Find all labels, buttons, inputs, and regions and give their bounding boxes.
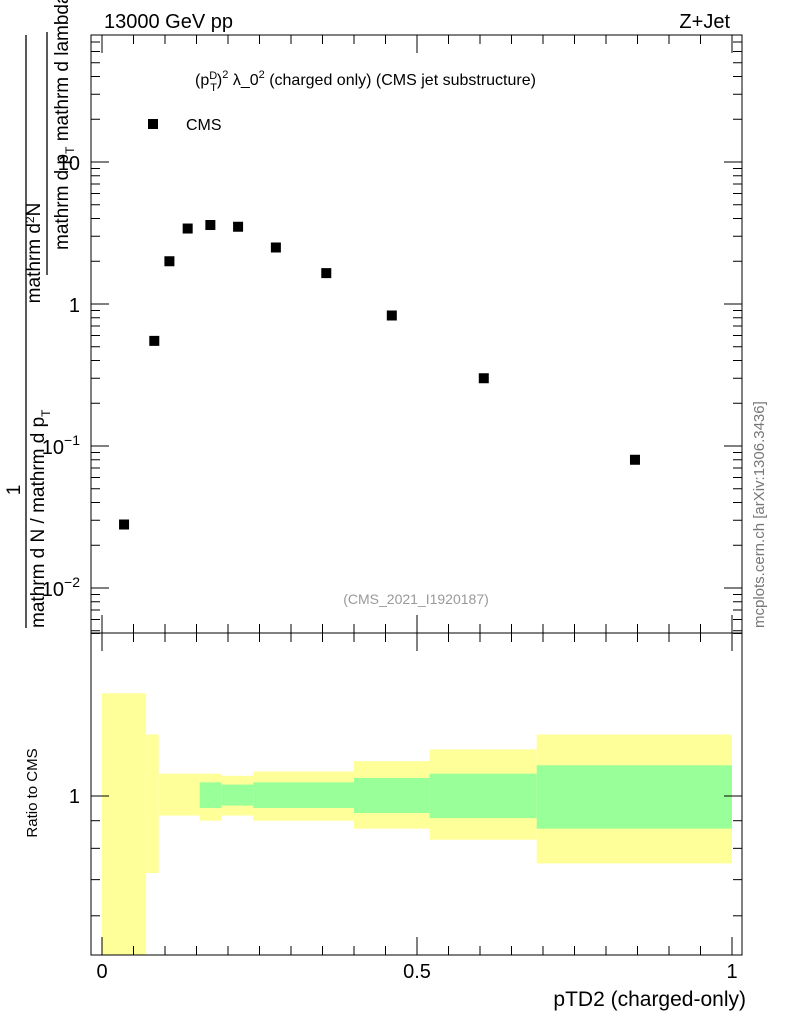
- ratio-axis-ticks: [91, 632, 742, 955]
- ratio-band-outer: [158, 773, 200, 816]
- main-axis-ticks: [91, 35, 742, 633]
- ratio-band-inner: [354, 777, 430, 814]
- data-point-cms: [119, 519, 130, 530]
- header-left: 13000 GeV pp: [104, 11, 233, 33]
- main-title: (pD T)2 λ_02 (charged only) (CMS jet subs…: [195, 69, 536, 94]
- main-y-tick-label: 10−2: [42, 574, 80, 601]
- watermark: mcplots.cern.ch [arXiv:1306.3436]: [751, 401, 768, 628]
- x-tick-labels: 0 0.5 1: [96, 961, 737, 983]
- ratio-band-inner: [221, 784, 254, 806]
- ratio-y-tick-label: 1: [69, 786, 80, 808]
- ratio-band-outer: [146, 734, 159, 874]
- ratio-bands: [102, 693, 732, 955]
- data-point-cms: [386, 310, 397, 321]
- main-y-tick-label: 1: [69, 295, 80, 317]
- ratio-y-axis-label: Ratio to CMS: [24, 748, 41, 837]
- header-right: Z+Jet: [679, 11, 730, 33]
- data-point-cms: [149, 335, 160, 346]
- x-axis-label: pTD2 (charged-only): [553, 988, 746, 1011]
- main-y-tick-label: 10−1: [42, 432, 80, 459]
- ylabel-bottom-denominator: mathrm d N / mathrm d pT: [28, 409, 53, 628]
- main-y-tick-labels: 10−2 10−1 1 10: [42, 153, 80, 601]
- ratio-band-inner: [253, 782, 354, 809]
- main-y-tick-label: 10: [58, 153, 80, 175]
- data-point-cms: [321, 268, 332, 279]
- x-tick-label: 1: [726, 961, 737, 983]
- main-data-points: [119, 220, 640, 530]
- ylabel-top-numerator: mathrm d2N: [23, 203, 45, 304]
- main-y-axis-label: mathrm d2N mathrm d pT mathrm d lambda 1…: [4, 0, 77, 628]
- ratio-band-outer: [102, 693, 147, 955]
- data-point-cms: [629, 454, 640, 465]
- ratio-band-inner: [536, 765, 732, 829]
- data-point-cms: [233, 221, 244, 232]
- ratio-y-tick-labels: 1: [69, 786, 80, 808]
- x-tick-label: 0.5: [403, 961, 431, 983]
- ratio-band-inner: [199, 782, 222, 809]
- ratio-band-inner: [429, 773, 537, 819]
- x-tick-label: 0: [96, 961, 107, 983]
- ylabel-one: 1: [4, 485, 25, 496]
- data-point-cms: [270, 242, 281, 253]
- data-point-cms: [182, 223, 193, 234]
- legend-marker-cms: [148, 119, 158, 129]
- ylabel-top-denominator: mathrm d pT mathrm d lambda: [52, 0, 77, 250]
- data-point-cms: [478, 373, 489, 384]
- data-point-cms: [205, 220, 216, 231]
- analysis-annotation: (CMS_2021_I1920187): [343, 591, 489, 607]
- data-point-cms: [164, 256, 175, 267]
- legend-label-cms: CMS: [186, 117, 222, 134]
